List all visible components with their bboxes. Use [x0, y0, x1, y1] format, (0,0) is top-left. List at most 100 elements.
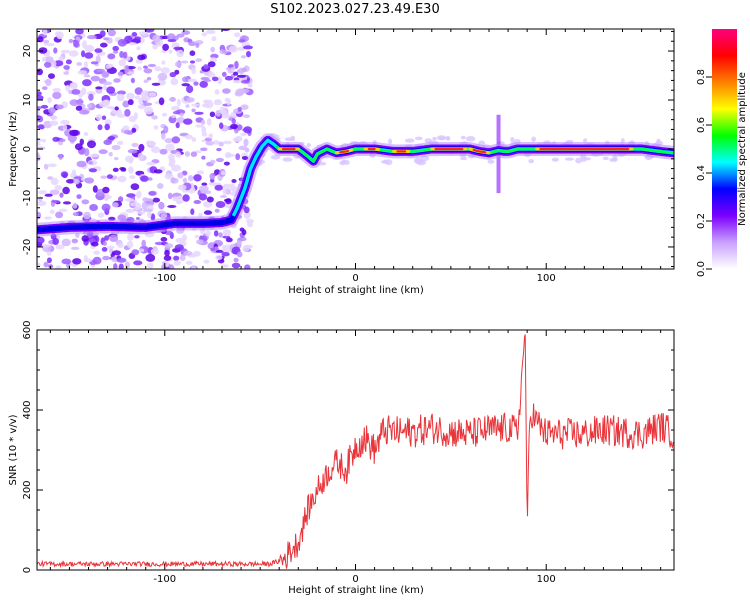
noise-speckle: [109, 234, 119, 242]
noise-speckle: [189, 50, 196, 56]
noise-speckle: [211, 36, 217, 42]
noise-speckle: [528, 159, 534, 164]
noise-speckle: [52, 87, 61, 93]
noise-speckle: [124, 261, 131, 269]
noise-speckle: [37, 200, 47, 207]
noise-speckle: [44, 61, 52, 68]
noise-speckle: [177, 184, 187, 191]
noise-speckle: [103, 196, 109, 201]
noise-speckle: [150, 248, 159, 255]
noise-speckle: [143, 79, 149, 83]
noise-speckle: [194, 111, 204, 115]
noise-speckle: [102, 81, 112, 86]
colorbar-gradient: [712, 29, 737, 269]
noise-speckle: [69, 99, 79, 106]
noise-speckle: [116, 93, 125, 102]
snr-panel: -100 0 100 0 200 400 600 Height of straight li…: [8, 320, 675, 596]
noise-speckle: [612, 157, 618, 161]
spectrogram-x-tick-label: 0: [352, 273, 358, 284]
noise-speckle: [38, 196, 43, 202]
noise-speckle: [124, 65, 129, 73]
colorbar-tick-label: 0.8: [696, 69, 707, 85]
noise-speckle: [84, 44, 95, 53]
noise-speckle: [38, 47, 48, 54]
noise-speckle: [221, 113, 231, 119]
noise-speckle: [236, 251, 243, 258]
spectrogram-y-tick-label: 20: [22, 45, 33, 58]
noise-speckle: [388, 138, 393, 145]
noise-speckle: [213, 140, 220, 145]
noise-speckle: [385, 159, 393, 166]
noise-speckle: [50, 177, 59, 186]
noise-speckle: [152, 197, 160, 203]
noise-speckle: [77, 98, 83, 107]
noise-speckle: [114, 157, 119, 161]
noise-speckle: [414, 136, 423, 141]
noise-speckle: [164, 243, 174, 249]
noise-speckle: [59, 192, 64, 198]
noise-speckle: [238, 39, 246, 43]
noise-speckle: [38, 190, 48, 195]
noise-speckle: [81, 199, 90, 205]
noise-speckle: [83, 61, 88, 69]
noise-speckle: [89, 204, 98, 211]
noise-speckle: [160, 67, 170, 74]
noise-speckle: [111, 202, 119, 208]
noise-speckle: [231, 118, 236, 124]
noise-speckle: [133, 112, 138, 120]
noise-speckle: [45, 56, 54, 63]
noise-speckle: [145, 253, 156, 262]
noise-speckle: [179, 254, 186, 261]
spectrogram-x-label: Height of straight line (km): [288, 285, 424, 296]
noise-speckle: [220, 264, 229, 268]
noise-speckle: [146, 77, 152, 81]
noise-speckle: [45, 43, 55, 47]
noise-speckle: [187, 78, 197, 83]
noise-speckle: [63, 71, 69, 75]
noise-speckle: [224, 75, 234, 81]
noise-speckle: [37, 110, 41, 116]
noise-speckle: [200, 119, 206, 125]
noise-speckle: [84, 148, 90, 157]
noise-speckle: [49, 189, 60, 195]
noise-speckle: [76, 194, 82, 200]
noise-speckle: [73, 39, 79, 48]
noise-speckle: [92, 256, 102, 265]
noise-speckle: [112, 50, 119, 54]
noise-speckle: [203, 79, 212, 82]
noise-speckle: [42, 86, 48, 90]
noise-speckle: [114, 106, 119, 111]
noise-speckle: [459, 156, 468, 161]
noise-speckle: [83, 132, 89, 136]
noise-speckle: [203, 64, 209, 70]
noise-speckle: [213, 100, 223, 106]
noise-speckle: [137, 66, 142, 71]
noise-speckle: [228, 185, 236, 191]
noise-speckle: [138, 248, 145, 253]
noise-speckle: [49, 209, 55, 214]
noise-speckle: [215, 255, 223, 261]
noise-speckle: [43, 39, 50, 44]
noise-speckle: [161, 112, 168, 117]
spectrogram-y-tick-label: -10: [22, 190, 33, 206]
noise-speckle: [183, 250, 193, 256]
noise-speckle: [37, 138, 43, 143]
noise-speckle: [196, 239, 204, 245]
noise-speckle: [148, 177, 153, 181]
noise-speckle: [218, 232, 223, 238]
noise-speckle: [118, 59, 126, 67]
noise-speckle: [91, 241, 99, 247]
noise-speckle: [150, 213, 156, 221]
noise-speckle: [163, 125, 169, 134]
noise-speckle: [219, 106, 226, 114]
noise-speckle: [144, 29, 155, 33]
noise-speckle: [51, 199, 60, 204]
noise-speckle: [127, 99, 134, 106]
noise-speckle: [210, 247, 216, 252]
noise-speckle: [188, 175, 194, 182]
noise-speckle: [44, 193, 53, 197]
noise-speckle: [98, 149, 108, 155]
noise-speckle: [77, 70, 88, 75]
noise-speckle: [152, 44, 158, 50]
noise-speckle: [107, 136, 116, 141]
